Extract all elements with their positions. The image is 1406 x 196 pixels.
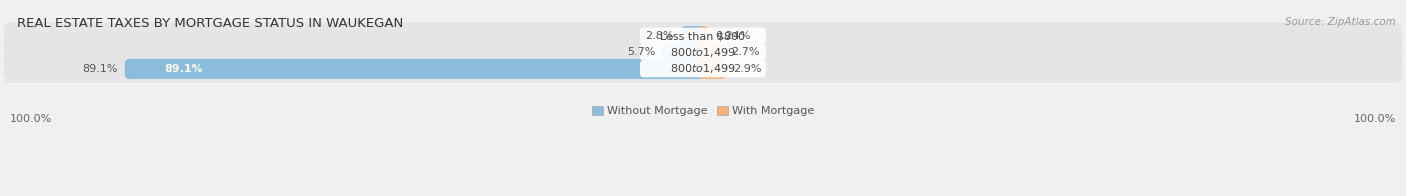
FancyBboxPatch shape [4, 23, 1402, 50]
FancyBboxPatch shape [640, 61, 766, 77]
Text: Less than $800: Less than $800 [661, 31, 745, 41]
FancyBboxPatch shape [699, 26, 709, 46]
Text: 89.1%: 89.1% [165, 64, 202, 74]
Text: 0.24%: 0.24% [716, 31, 751, 41]
Text: 2.9%: 2.9% [733, 64, 762, 74]
FancyBboxPatch shape [699, 59, 725, 79]
Text: $800 to $1,499: $800 to $1,499 [671, 46, 735, 59]
Text: 5.7%: 5.7% [627, 47, 655, 57]
Text: 100.0%: 100.0% [1354, 113, 1396, 123]
Text: 100.0%: 100.0% [10, 113, 52, 123]
FancyBboxPatch shape [699, 43, 724, 63]
FancyBboxPatch shape [125, 59, 707, 79]
Text: $800 to $1,499: $800 to $1,499 [671, 62, 735, 75]
FancyBboxPatch shape [4, 39, 1402, 66]
FancyBboxPatch shape [4, 55, 1402, 83]
Text: REAL ESTATE TAXES BY MORTGAGE STATUS IN WAUKEGAN: REAL ESTATE TAXES BY MORTGAGE STATUS IN … [17, 17, 404, 30]
Text: 2.7%: 2.7% [731, 47, 761, 57]
FancyBboxPatch shape [640, 28, 766, 44]
Text: 2.8%: 2.8% [645, 31, 673, 41]
Legend: Without Mortgage, With Mortgage: Without Mortgage, With Mortgage [592, 106, 814, 116]
Text: Source: ZipAtlas.com: Source: ZipAtlas.com [1285, 17, 1396, 27]
Text: 89.1%: 89.1% [83, 64, 118, 74]
FancyBboxPatch shape [662, 43, 707, 63]
FancyBboxPatch shape [640, 44, 766, 61]
FancyBboxPatch shape [681, 26, 707, 46]
